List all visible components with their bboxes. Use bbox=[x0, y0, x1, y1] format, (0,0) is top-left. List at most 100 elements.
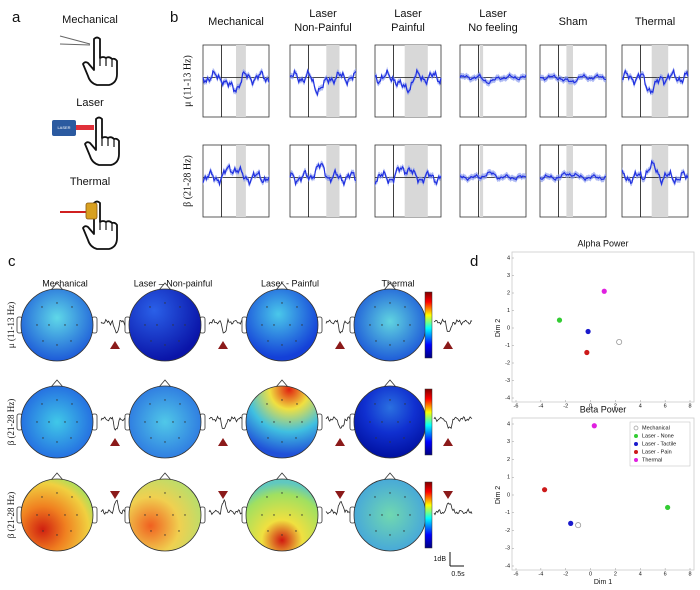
header-line: No feeling bbox=[468, 22, 518, 34]
y-tick-label: -4 bbox=[505, 395, 510, 401]
electrode bbox=[164, 492, 166, 494]
y-tick-label: 1 bbox=[507, 308, 510, 314]
scalp-map bbox=[245, 385, 319, 459]
device-text: LASER bbox=[57, 125, 70, 130]
scalp-map bbox=[20, 385, 94, 459]
mean-trace bbox=[202, 69, 270, 94]
electrode bbox=[172, 421, 174, 423]
electrode bbox=[70, 340, 72, 342]
colorbar bbox=[424, 388, 433, 456]
panel-label: d bbox=[470, 253, 478, 270]
nose bbox=[50, 472, 64, 481]
electrode bbox=[296, 306, 298, 308]
electrode bbox=[48, 421, 50, 423]
electrode bbox=[267, 437, 269, 439]
nose bbox=[275, 282, 289, 291]
plot-frame bbox=[511, 251, 695, 403]
electrode bbox=[41, 496, 43, 498]
x-tick-label: -4 bbox=[538, 403, 543, 409]
electrode bbox=[71, 403, 73, 405]
header-line: Laser bbox=[479, 8, 507, 20]
electrode bbox=[156, 421, 158, 423]
electrode bbox=[267, 340, 269, 342]
error-band bbox=[540, 169, 606, 184]
nose bbox=[50, 379, 64, 388]
y-tick-label: 4 bbox=[507, 255, 510, 261]
electrode bbox=[404, 403, 406, 405]
electrode bbox=[48, 324, 50, 326]
y-tick-label: -3 bbox=[505, 546, 510, 552]
x-tick-label: 0 bbox=[589, 571, 592, 577]
legend-marker bbox=[634, 434, 638, 438]
mean-trace bbox=[539, 73, 607, 84]
electrode bbox=[375, 530, 377, 532]
electrode bbox=[266, 496, 268, 498]
stimulus-label: Laser bbox=[76, 97, 104, 109]
mean-trace bbox=[289, 68, 357, 97]
electrode bbox=[281, 302, 283, 304]
peak-marker bbox=[443, 491, 453, 499]
legend-label: Laser - Pain bbox=[642, 449, 672, 455]
significance-shade bbox=[404, 45, 428, 117]
x-tick-label: 2 bbox=[614, 403, 617, 409]
electrode bbox=[71, 496, 73, 498]
y-tick-label: 0 bbox=[507, 492, 510, 498]
electrode bbox=[156, 514, 158, 516]
data-point bbox=[601, 288, 607, 294]
nose bbox=[275, 379, 289, 388]
mean-trace bbox=[459, 171, 527, 182]
electrode bbox=[273, 421, 275, 423]
data-point bbox=[556, 317, 563, 323]
electrode bbox=[281, 399, 283, 401]
nose bbox=[383, 379, 397, 388]
significance-shade bbox=[566, 145, 573, 217]
electrode bbox=[164, 344, 166, 346]
error-band bbox=[203, 68, 269, 95]
x-tick-label: -2 bbox=[563, 403, 568, 409]
data-point bbox=[585, 328, 591, 335]
mean-trace bbox=[539, 171, 607, 182]
data-point bbox=[541, 487, 548, 493]
electrode bbox=[409, 421, 411, 423]
thermode bbox=[85, 202, 98, 220]
y-tick-label: 2 bbox=[507, 457, 510, 463]
legend-marker bbox=[634, 442, 638, 446]
electrode bbox=[301, 421, 303, 423]
electrode bbox=[150, 340, 152, 342]
electrode bbox=[374, 496, 376, 498]
electrode bbox=[403, 530, 405, 532]
scale-label: 0.5s bbox=[451, 571, 465, 578]
colorbar bbox=[424, 481, 433, 549]
header-line: Non-Painful bbox=[294, 22, 351, 34]
electrode bbox=[156, 324, 158, 326]
electrode bbox=[397, 324, 399, 326]
stimulus-label: Thermal bbox=[70, 176, 110, 188]
electrode bbox=[267, 530, 269, 532]
electrode bbox=[266, 306, 268, 308]
peak-marker bbox=[110, 438, 120, 446]
scalp-map bbox=[353, 288, 427, 362]
y-tick-label: 3 bbox=[507, 439, 510, 445]
electrode bbox=[41, 403, 43, 405]
header-line: Mechanical bbox=[208, 16, 264, 28]
header-line: Laser bbox=[309, 8, 337, 20]
y-tick-label: -2 bbox=[505, 528, 510, 534]
data-point bbox=[568, 520, 574, 527]
electrode bbox=[403, 437, 405, 439]
electrode bbox=[389, 441, 391, 443]
electrode bbox=[36, 514, 38, 516]
error-band bbox=[540, 71, 606, 86]
electrode bbox=[375, 437, 377, 439]
x-tick-label: -2 bbox=[563, 571, 568, 577]
legend-box bbox=[629, 421, 691, 467]
electrode bbox=[64, 514, 66, 516]
scalp-map bbox=[128, 288, 202, 362]
electrode bbox=[56, 399, 58, 401]
scalp-map bbox=[353, 478, 427, 552]
mean-trace bbox=[202, 164, 270, 187]
legend-marker bbox=[634, 458, 638, 462]
column-header: Mechanical bbox=[42, 278, 88, 288]
electrode bbox=[261, 421, 263, 423]
electrode bbox=[301, 324, 303, 326]
